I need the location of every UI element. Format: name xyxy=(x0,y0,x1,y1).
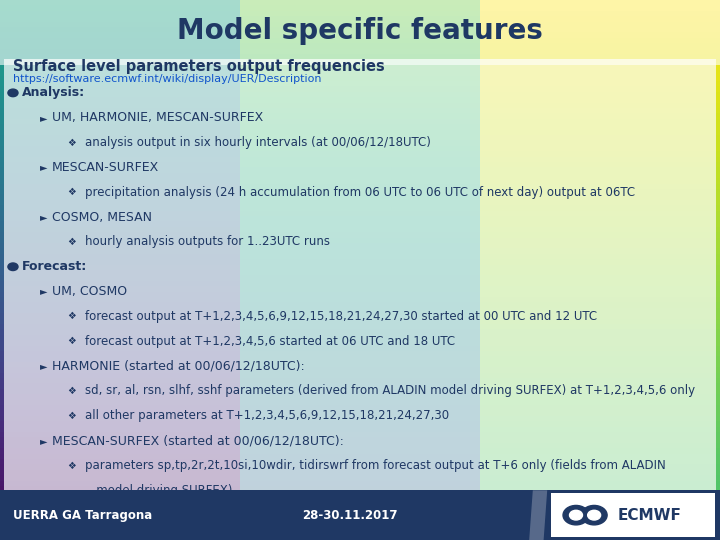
Text: ECMWF: ECMWF xyxy=(618,508,681,523)
Text: COSMO, MESAN: COSMO, MESAN xyxy=(52,211,152,224)
Text: MESCAN-SURFEX (started at 00/06/12/18UTC):: MESCAN-SURFEX (started at 00/06/12/18UTC… xyxy=(52,434,343,447)
Text: UM, COSMO: UM, COSMO xyxy=(52,285,127,298)
Text: ❖: ❖ xyxy=(68,312,76,321)
Text: UERRA GA Tarragona: UERRA GA Tarragona xyxy=(13,509,152,522)
Text: ►: ► xyxy=(40,212,47,222)
FancyBboxPatch shape xyxy=(0,490,720,540)
Text: all other parameters at T+1,2,3,4,5,6,9,12,15,18,21,24,27,30: all other parameters at T+1,2,3,4,5,6,9,… xyxy=(85,409,449,422)
Text: https://software.ecmwf.int/wiki/display/UER/Description: https://software.ecmwf.int/wiki/display/… xyxy=(13,74,321,84)
Text: analysis output in six hourly intervals (at 00/06/12/18UTC): analysis output in six hourly intervals … xyxy=(85,136,431,149)
Text: HARMONIE (started at 00/06/12/18UTC):: HARMONIE (started at 00/06/12/18UTC): xyxy=(52,360,305,373)
Text: ►: ► xyxy=(40,163,47,172)
Text: model driving SURFEX): model driving SURFEX) xyxy=(85,484,233,497)
Text: ❖: ❖ xyxy=(68,411,76,421)
Text: forecast output at T+1,2,3,4,5,6,9,12,15,18,21,24,27,30 started at 00 UTC and 12: forecast output at T+1,2,3,4,5,6,9,12,15… xyxy=(85,310,597,323)
Text: hourly analysis outputs for 1..23UTC runs: hourly analysis outputs for 1..23UTC run… xyxy=(85,235,330,248)
Text: ❖: ❖ xyxy=(68,386,76,396)
Text: all other parameters from forecast output at T+1,2,3,4,5,6: all other parameters from forecast outpu… xyxy=(85,509,433,522)
Circle shape xyxy=(563,505,589,525)
Text: ❖: ❖ xyxy=(68,461,76,470)
Circle shape xyxy=(588,510,600,520)
Circle shape xyxy=(8,89,18,97)
Text: ❖: ❖ xyxy=(68,187,76,197)
Text: 28-30.11.2017: 28-30.11.2017 xyxy=(302,509,398,522)
Text: precipitation analysis (24 h accumulation from 06 UTC to 06 UTC of next day) out: precipitation analysis (24 h accumulatio… xyxy=(85,186,635,199)
Text: Surface level parameters output frequencies: Surface level parameters output frequenc… xyxy=(13,59,384,75)
Circle shape xyxy=(581,505,607,525)
Text: ❖: ❖ xyxy=(68,138,76,147)
Text: ►: ► xyxy=(40,287,47,296)
Text: MESCAN-SURFEX: MESCAN-SURFEX xyxy=(52,161,159,174)
Text: parameters sp,tp,2r,2t,10si,10wdir, tidirswrf from forecast output at T+6 only (: parameters sp,tp,2r,2t,10si,10wdir, tidi… xyxy=(85,459,666,472)
FancyBboxPatch shape xyxy=(4,59,716,491)
Text: Model specific features: Model specific features xyxy=(177,17,543,45)
Text: Analysis:: Analysis: xyxy=(22,86,85,99)
Text: Forecast:: Forecast: xyxy=(22,260,87,273)
FancyBboxPatch shape xyxy=(0,0,720,65)
Text: ❖: ❖ xyxy=(68,510,76,520)
Text: ►: ► xyxy=(40,436,47,446)
Circle shape xyxy=(570,510,582,520)
Text: sd, sr, al, rsn, slhf, sshf parameters (derived from ALADIN model driving SURFEX: sd, sr, al, rsn, slhf, sshf parameters (… xyxy=(85,384,695,397)
Text: ❖: ❖ xyxy=(68,336,76,346)
Text: ►: ► xyxy=(40,113,47,123)
Text: ❖: ❖ xyxy=(68,237,76,247)
Polygon shape xyxy=(529,490,547,540)
Text: UM, HARMONIE, MESCAN-SURFEX: UM, HARMONIE, MESCAN-SURFEX xyxy=(52,111,263,124)
Text: forecast output at T+1,2,3,4,5,6 started at 06 UTC and 18 UTC: forecast output at T+1,2,3,4,5,6 started… xyxy=(85,335,455,348)
FancyBboxPatch shape xyxy=(551,493,715,537)
Circle shape xyxy=(8,263,18,271)
Text: ►: ► xyxy=(40,361,47,371)
